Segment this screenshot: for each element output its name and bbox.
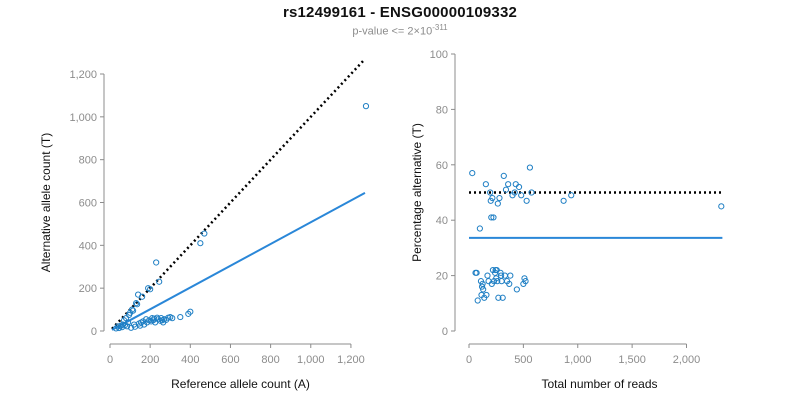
- panel1-data-point: [139, 293, 146, 300]
- panel2-data-point: [483, 291, 490, 299]
- panel2-data-point: [526, 164, 534, 171]
- panel1-y-tick-label: 400: [79, 240, 97, 252]
- panel2-data-point: [500, 172, 507, 179]
- panel2-data-point: [528, 189, 535, 196]
- panel2-data-point: [482, 181, 489, 188]
- panel2-data-point: [484, 272, 491, 279]
- panel1-y-tick-label: 800: [79, 155, 97, 167]
- panel1-x-tick-label: 1,200: [337, 354, 365, 366]
- panel1-y-tick-label: 1,000: [69, 112, 97, 124]
- panel2-data-point: [487, 189, 494, 196]
- panel1-y-tick-label: 200: [79, 283, 97, 295]
- panel2-y-axis-label: Percentage alternative (T): [410, 123, 424, 262]
- panel1-x-tick-label: 200: [141, 354, 159, 366]
- panel2-data-point: [497, 269, 504, 276]
- panel2-data-point: [480, 286, 487, 293]
- panel2-y-tick-label: 60: [436, 160, 448, 172]
- panel2-data-point: [522, 278, 529, 285]
- panel1-data-point: [123, 323, 131, 330]
- panel2-data-point: [499, 294, 506, 301]
- panel1-data-point: [201, 230, 208, 237]
- panel2-data-point: [493, 275, 500, 282]
- panel2-data-point: [494, 278, 501, 285]
- panel2-data-point: [478, 283, 486, 290]
- panel2-data-point: [476, 225, 483, 232]
- panel1-data-point: [362, 103, 370, 110]
- panel1-data-point: [147, 286, 154, 293]
- panel1-expected-ratio-line: [111, 58, 366, 330]
- panel2-data-point: [568, 192, 575, 199]
- panel1-data-point: [151, 315, 158, 322]
- panel2-y-tick-label: 100: [430, 49, 448, 61]
- panel1-data-point: [169, 315, 176, 322]
- chart-subtitle: p-value <= 2×10-311: [0, 23, 800, 38]
- panel1-x-tick-label: 800: [261, 354, 279, 366]
- panel1-data-point: [124, 319, 132, 326]
- panel1-data-point: [197, 240, 204, 247]
- panel2-data-point: [518, 192, 525, 199]
- panel2-data-point: [521, 275, 528, 282]
- panel2-data-point: [469, 170, 476, 177]
- panel1-x-tick-label: 1,000: [297, 354, 325, 366]
- panel2-data-point: [488, 214, 495, 221]
- panel2-x-axis-label: Total number of reads: [541, 377, 657, 391]
- panel2-y-tick-label: 40: [436, 215, 448, 227]
- panel2-data-point: [502, 186, 510, 193]
- panel2-data-point: [511, 189, 518, 196]
- panel1-data-point: [177, 313, 184, 321]
- panel1-x-tick-label: 400: [181, 354, 199, 366]
- panel2-data-point: [718, 203, 725, 210]
- panel1-data-point: [128, 306, 136, 313]
- panel2-data-point: [485, 278, 492, 285]
- panel1-data-point: [133, 300, 140, 307]
- panel1-fitted-line: [111, 191, 366, 331]
- panel2-data-point: [513, 286, 520, 293]
- panel2-data-point: [490, 214, 497, 221]
- subtitle-prefix: p-value <= 2×10: [352, 25, 433, 38]
- panel1-data-point: [153, 259, 160, 266]
- panel2-x-tick-label: 0: [466, 354, 472, 366]
- panel2-data-point: [523, 197, 530, 204]
- panel2-y-tick-label: 0: [442, 326, 448, 338]
- panel2-y-tick-label: 20: [436, 271, 448, 283]
- panel2-data-point: [473, 269, 480, 276]
- panel2-data-point: [512, 181, 519, 188]
- panel2-y-tick-label: 80: [436, 104, 448, 116]
- panel2-data-point: [494, 200, 501, 207]
- panel1-data-point: [187, 308, 194, 315]
- panel2-data-point: [515, 183, 523, 191]
- panel2-x-tick-label: 2,000: [673, 354, 701, 366]
- panel1-y-axis-label: Alternative allele count (T): [39, 133, 53, 272]
- subtitle-exponent: -311: [432, 23, 448, 32]
- panel2-data-point: [560, 197, 567, 204]
- panel2-data-point: [495, 294, 502, 301]
- panel1-data-point: [129, 307, 137, 314]
- panel1-data-point: [134, 301, 141, 308]
- panel1-data-point: [137, 322, 144, 329]
- panel2-data-point: [496, 194, 503, 202]
- panel2-data-point: [501, 272, 508, 279]
- panel2-data-point: [489, 194, 496, 202]
- chart-title: rs12499161 - ENSG00000109332: [282, 4, 518, 21]
- panel1-y-tick-label: 600: [79, 198, 97, 210]
- panel1-x-axis-label: Reference allele count (A): [171, 377, 310, 391]
- panel2-x-tick-label: 1,000: [564, 354, 592, 366]
- panel2-data-point: [474, 297, 481, 304]
- panel2-data-point: [505, 181, 512, 188]
- title-block: rs12499161 - ENSG00000109332 p-value <= …: [0, 4, 800, 38]
- panel1-data-point: [156, 278, 163, 285]
- panel2-data-point: [507, 272, 514, 279]
- panel2-data-point: [506, 280, 513, 288]
- panel1-data-point: [143, 316, 150, 323]
- panel1-x-tick-label: 0: [107, 354, 113, 366]
- panel2-x-tick-label: 1,500: [618, 354, 646, 366]
- panel1-x-tick-label: 600: [221, 354, 239, 366]
- panel1-y-tick-label: 0: [91, 326, 97, 338]
- panel2-x-tick-label: 500: [514, 354, 532, 366]
- panel1-y-tick-label: 1,200: [69, 69, 97, 81]
